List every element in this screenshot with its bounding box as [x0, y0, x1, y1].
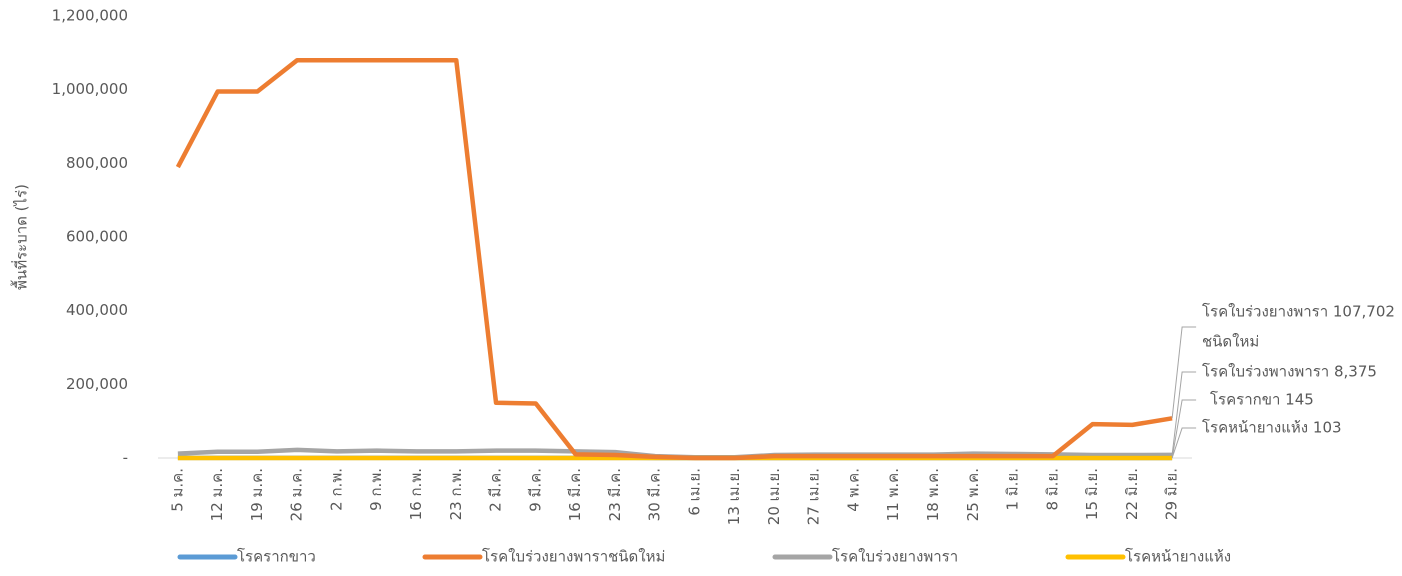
x-tick-label: 30 มี.ค.: [646, 468, 664, 521]
x-tick-label: 6 เม.ย.: [685, 468, 703, 516]
legend-label: โรคใบร่วงยางพารา: [832, 548, 958, 566]
annotation: ชนิดใหม่: [1202, 333, 1259, 351]
y-tick-label: 800,000: [66, 154, 128, 172]
x-tick-label: 25 พ.ค.: [964, 468, 982, 521]
x-tick-label: 26 ม.ค.: [288, 468, 306, 521]
annotation: โรครากขา 145: [1210, 391, 1314, 409]
x-tick-label: 18 พ.ค.: [924, 468, 942, 521]
y-axis-label: พื้นที่ระบาด (ไร่): [11, 184, 31, 290]
series-line: [175, 57, 1173, 461]
x-tick-label: 9 ก.พ.: [367, 468, 385, 511]
y-tick-label: 600,000: [66, 228, 128, 246]
y-tick-label: 200,000: [66, 375, 128, 393]
annotation: โรคใบร่วงพางพารา 8,375: [1202, 363, 1377, 381]
x-tick-label: 5 ม.ค.: [168, 468, 186, 512]
x-tick-label: 2 มี.ค.: [487, 468, 505, 512]
x-tick-label: 16 ก.พ.: [407, 468, 425, 520]
x-tick-label: 1 มิ.ย.: [1004, 468, 1022, 511]
leader-line: [1171, 399, 1197, 459]
annotation: โรคใบร่วงยางพารา 107,702: [1202, 303, 1395, 321]
x-tick-label: 27 เม.ย.: [805, 468, 823, 525]
x-tick-label: 9 มี.ค.: [526, 468, 544, 512]
x-tick-label: 15 มิ.ย.: [1083, 468, 1101, 520]
x-tick-label: 20 เม.ย.: [765, 468, 783, 525]
legend-label: โรคหน้ายางแห้ง: [1125, 548, 1231, 566]
legend-label: โรครากขาว: [237, 548, 316, 566]
annotation: โรคหน้ายางแห้ง 103: [1202, 419, 1342, 437]
y-tick-label: 400,000: [66, 301, 128, 319]
x-tick-label: 23 มี.ค.: [606, 468, 624, 521]
leader-line: [1171, 326, 1197, 419]
x-tick-label: 16 มี.ค.: [566, 468, 584, 521]
legend-label: โรคใบร่วงยางพาราชนิดใหม่: [482, 548, 665, 566]
x-tick-label: 12 ม.ค.: [208, 468, 226, 521]
leader-line: [1171, 427, 1197, 459]
x-tick-label: 2 ก.พ.: [327, 468, 345, 511]
x-tick-label: 23 ก.พ.: [447, 468, 465, 520]
x-tick-label: 11 พ.ค.: [884, 468, 902, 521]
x-tick-label: 4 พ.ค.: [844, 468, 862, 512]
y-tick-label: 1,200,000: [52, 7, 128, 25]
y-tick-label: -: [123, 449, 128, 467]
leader-line: [1171, 371, 1197, 455]
x-tick-label: 13 เม.ย.: [725, 468, 743, 525]
x-tick-label: 19 ม.ค.: [248, 468, 266, 521]
x-tick-label: 29 มิ.ย.: [1163, 468, 1181, 520]
x-tick-label: 22 มิ.ย.: [1123, 468, 1141, 520]
y-tick-label: 1,000,000: [52, 80, 128, 98]
x-tick-label: 8 มิ.ย.: [1043, 468, 1061, 511]
